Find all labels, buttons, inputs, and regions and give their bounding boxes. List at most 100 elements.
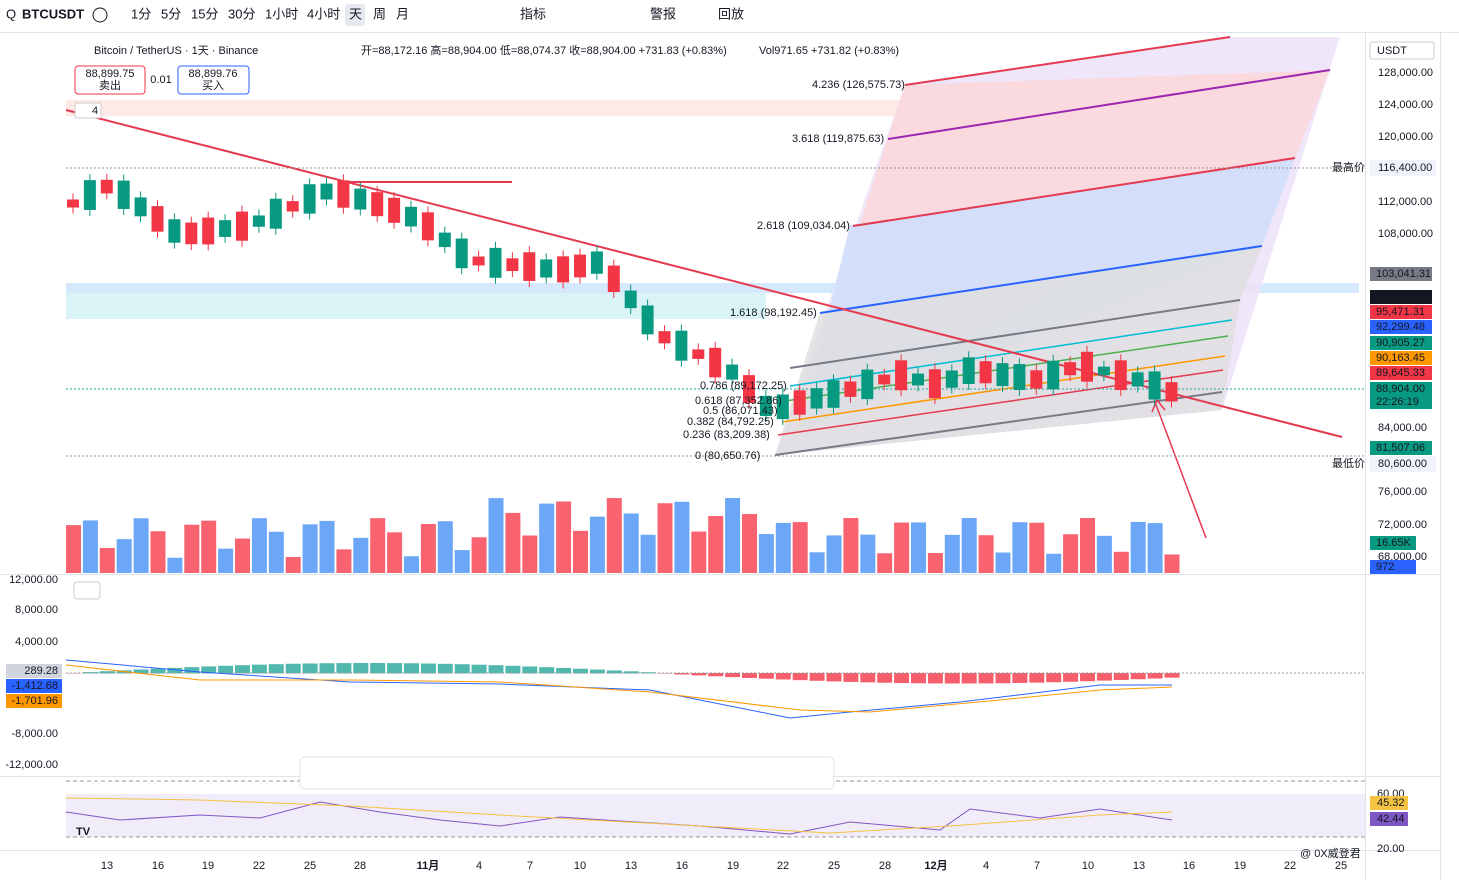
indicators[interactable]: 指标 xyxy=(520,6,546,21)
interval[interactable]: 月 xyxy=(396,6,409,21)
price-label: 120,000.00 xyxy=(1378,131,1433,143)
macd-bar xyxy=(1046,673,1062,683)
candle-body xyxy=(523,252,536,281)
legend-title: Bitcoin / TetherUS · 1天 · Binance xyxy=(94,45,258,57)
volume-bar xyxy=(978,535,994,573)
fib-label: 0.5 (86,071.43) xyxy=(703,405,778,417)
volume-bar xyxy=(1063,534,1079,573)
macd-bar xyxy=(944,673,960,684)
macd-bar xyxy=(961,673,977,684)
volume-bar xyxy=(522,535,538,573)
candle-body xyxy=(1047,360,1060,390)
collapse-legend[interactable] xyxy=(74,102,102,119)
collapse-button[interactable] xyxy=(73,581,101,600)
osc-tag-text: 289.28 xyxy=(24,665,58,677)
interval[interactable]: 天 xyxy=(349,6,362,21)
volume-bar xyxy=(725,498,741,573)
candle-body xyxy=(979,361,992,384)
price-tag xyxy=(1370,382,1432,396)
currency[interactable]: USDT xyxy=(1377,45,1407,57)
candle-body xyxy=(607,265,620,293)
sell-price[interactable]: 88,899.75 xyxy=(86,68,135,80)
price-label: 128,000.00 xyxy=(1378,67,1433,79)
macd-bar xyxy=(556,667,572,674)
candle-body xyxy=(557,256,570,283)
volume-bar xyxy=(640,534,656,573)
volume-bar xyxy=(319,520,335,573)
time-label: 19 xyxy=(727,860,739,872)
candle-body xyxy=(438,232,451,248)
macd-bar xyxy=(978,673,994,684)
fib-line xyxy=(904,36,1231,86)
time-label: 25 xyxy=(1335,860,1347,872)
macd-bar xyxy=(758,673,774,679)
price-tag xyxy=(1370,560,1416,574)
currency-select[interactable] xyxy=(1369,41,1435,60)
candle-body xyxy=(1081,351,1093,382)
volume-bar xyxy=(1029,522,1045,573)
symbol[interactable]: BTCUSDT xyxy=(22,6,84,21)
interval[interactable]: 1分 xyxy=(131,6,151,21)
candle-body xyxy=(1097,366,1110,376)
volume-bar xyxy=(708,516,724,573)
rsi-line xyxy=(65,801,1173,835)
buy-button[interactable] xyxy=(177,65,250,95)
volume-bar xyxy=(927,553,943,573)
add-symbol[interactable] xyxy=(92,7,108,23)
interval[interactable]: 15分 xyxy=(191,6,218,21)
macd-bar xyxy=(454,664,470,674)
drawing-toolbar[interactable] xyxy=(299,756,835,790)
volume-bar xyxy=(285,557,301,573)
macd-bar xyxy=(184,667,200,674)
volume-bar xyxy=(251,518,267,573)
price-label: 84,000.00 xyxy=(1378,422,1427,434)
collapse-count[interactable]: 4 xyxy=(92,105,98,117)
replay[interactable]: 回放 xyxy=(718,6,744,21)
interval[interactable]: 周 xyxy=(373,6,386,21)
macd-bar xyxy=(167,667,183,674)
time-label: 16 xyxy=(152,860,164,872)
toolbar xyxy=(0,0,1459,32)
interval[interactable]: 4小时 xyxy=(307,6,340,21)
price-tag xyxy=(1370,441,1432,455)
sell-button[interactable] xyxy=(74,65,146,95)
low-label: 最低价 xyxy=(1332,457,1365,470)
interval[interactable]: 1小时 xyxy=(265,6,298,21)
macd-bar xyxy=(488,665,504,674)
trend-line xyxy=(65,109,1343,438)
volume-bar xyxy=(235,538,250,573)
volume-bar xyxy=(471,537,487,573)
price-label: 68,000.00 xyxy=(1378,551,1427,563)
alert[interactable]: 警报 xyxy=(650,6,676,21)
macd-bar xyxy=(319,663,335,674)
rsi-band xyxy=(66,794,1365,837)
candle-body xyxy=(100,179,113,194)
sell-label[interactable]: 卖出 xyxy=(99,78,121,92)
volume-bar xyxy=(66,525,81,573)
volume-bar xyxy=(961,518,977,573)
price-label: 112,000.00 xyxy=(1378,196,1432,208)
osc-label: 4,000.00 xyxy=(15,636,58,648)
price-tag-text: 81,507.06 xyxy=(1376,442,1425,454)
buy-price[interactable]: 88,899.76 xyxy=(189,68,238,80)
interval[interactable]: 5分 xyxy=(161,6,181,21)
candle-body xyxy=(827,380,840,408)
fib-line xyxy=(789,299,1241,369)
search-icon[interactable]: Q xyxy=(6,6,16,21)
price-label: 108,000.00 xyxy=(1378,228,1433,240)
macd-bar xyxy=(133,669,149,674)
macd-bar xyxy=(623,671,639,674)
buy-label[interactable]: 买入 xyxy=(202,79,224,92)
macd-bar xyxy=(150,668,166,674)
volume-bar xyxy=(809,552,825,573)
candle-body xyxy=(641,305,654,335)
price-tag xyxy=(1370,336,1432,350)
watermark: @ 0X威登君 xyxy=(1300,846,1361,860)
macd-bar xyxy=(1130,673,1146,680)
volume-bar xyxy=(302,524,318,573)
interval[interactable]: 30分 xyxy=(228,6,255,21)
candle-body xyxy=(1030,370,1043,389)
volume-bar xyxy=(742,514,757,573)
candle-body xyxy=(540,259,553,278)
macd-bar xyxy=(1029,673,1045,683)
